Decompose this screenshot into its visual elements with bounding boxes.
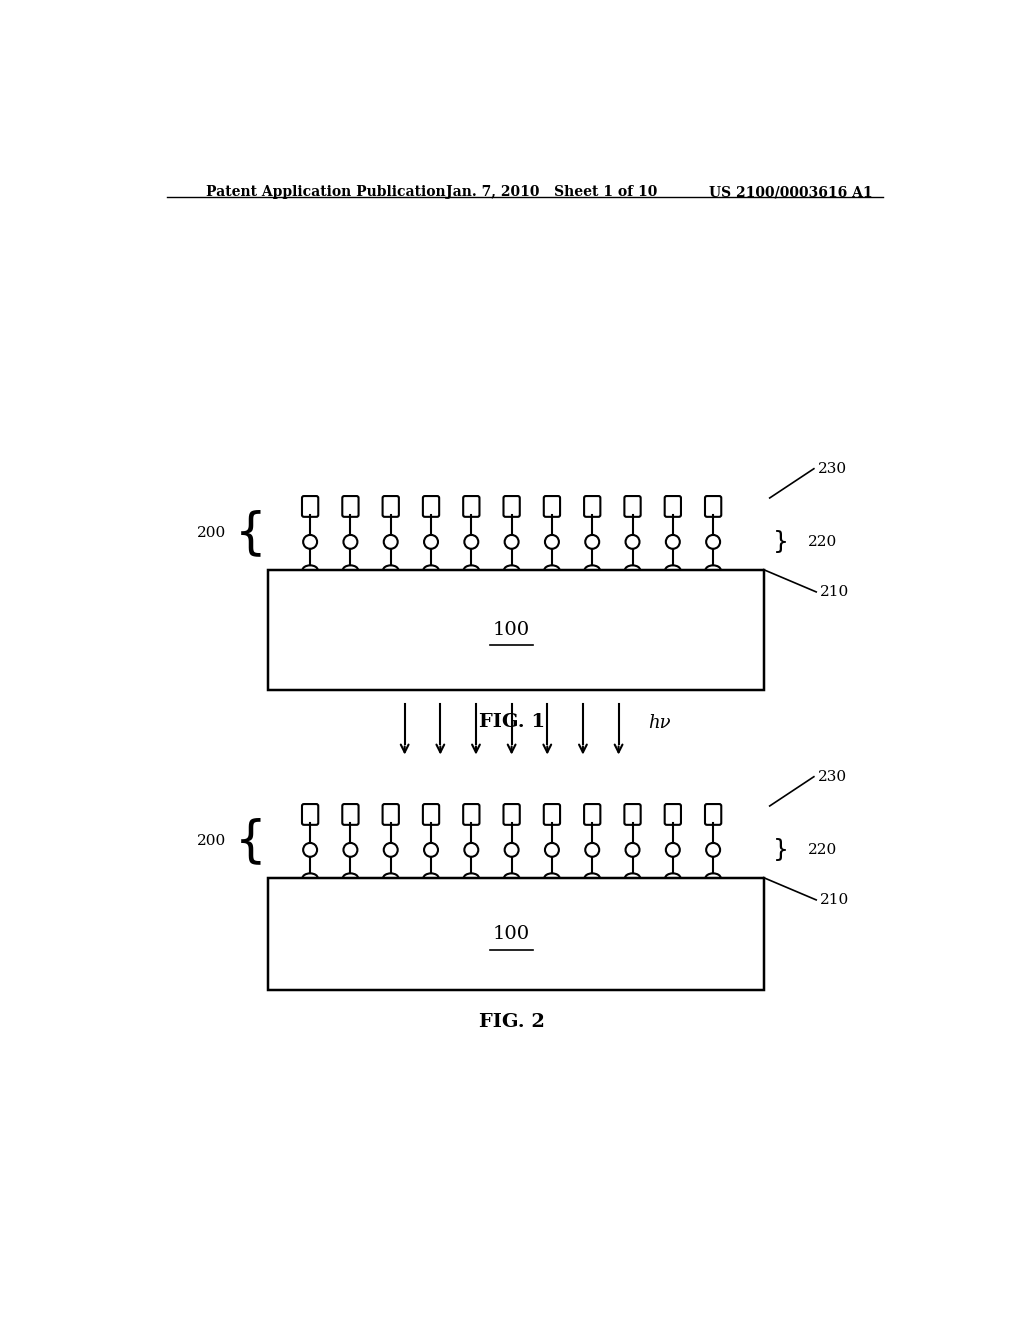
Text: FIG. 2: FIG. 2 <box>478 1014 545 1031</box>
Text: hν: hν <box>648 714 671 731</box>
FancyBboxPatch shape <box>504 496 520 517</box>
FancyBboxPatch shape <box>665 804 681 825</box>
Text: {: { <box>234 817 266 865</box>
FancyBboxPatch shape <box>463 496 479 517</box>
Text: 230: 230 <box>818 770 847 784</box>
Text: Jan. 7, 2010   Sheet 1 of 10: Jan. 7, 2010 Sheet 1 of 10 <box>445 185 657 199</box>
Text: 100: 100 <box>494 925 530 944</box>
Bar <box>267 878 764 990</box>
Text: 220: 220 <box>808 535 837 549</box>
FancyBboxPatch shape <box>423 804 439 825</box>
Text: 210: 210 <box>820 892 849 907</box>
Text: 210: 210 <box>820 585 849 599</box>
Text: US 2100/0003616 A1: US 2100/0003616 A1 <box>710 185 872 199</box>
Text: }: } <box>772 838 788 862</box>
FancyBboxPatch shape <box>423 496 439 517</box>
FancyBboxPatch shape <box>584 804 600 825</box>
FancyBboxPatch shape <box>463 804 479 825</box>
FancyBboxPatch shape <box>625 804 641 825</box>
FancyBboxPatch shape <box>383 804 399 825</box>
FancyBboxPatch shape <box>302 496 318 517</box>
FancyBboxPatch shape <box>584 496 600 517</box>
Text: {: { <box>234 510 266 557</box>
Text: 230: 230 <box>818 462 847 475</box>
Bar <box>267 570 764 689</box>
FancyBboxPatch shape <box>504 804 520 825</box>
FancyBboxPatch shape <box>705 804 721 825</box>
FancyBboxPatch shape <box>342 496 358 517</box>
Text: 220: 220 <box>808 843 837 857</box>
Text: 200: 200 <box>197 525 226 540</box>
FancyBboxPatch shape <box>302 804 318 825</box>
FancyBboxPatch shape <box>342 804 358 825</box>
FancyBboxPatch shape <box>383 496 399 517</box>
Text: 100: 100 <box>494 620 530 639</box>
FancyBboxPatch shape <box>544 496 560 517</box>
FancyBboxPatch shape <box>665 496 681 517</box>
Text: }: } <box>772 529 788 554</box>
Text: 200: 200 <box>197 834 226 847</box>
Text: Patent Application Publication: Patent Application Publication <box>206 185 445 199</box>
FancyBboxPatch shape <box>705 496 721 517</box>
FancyBboxPatch shape <box>544 804 560 825</box>
FancyBboxPatch shape <box>625 496 641 517</box>
Text: FIG. 1: FIG. 1 <box>478 713 545 731</box>
